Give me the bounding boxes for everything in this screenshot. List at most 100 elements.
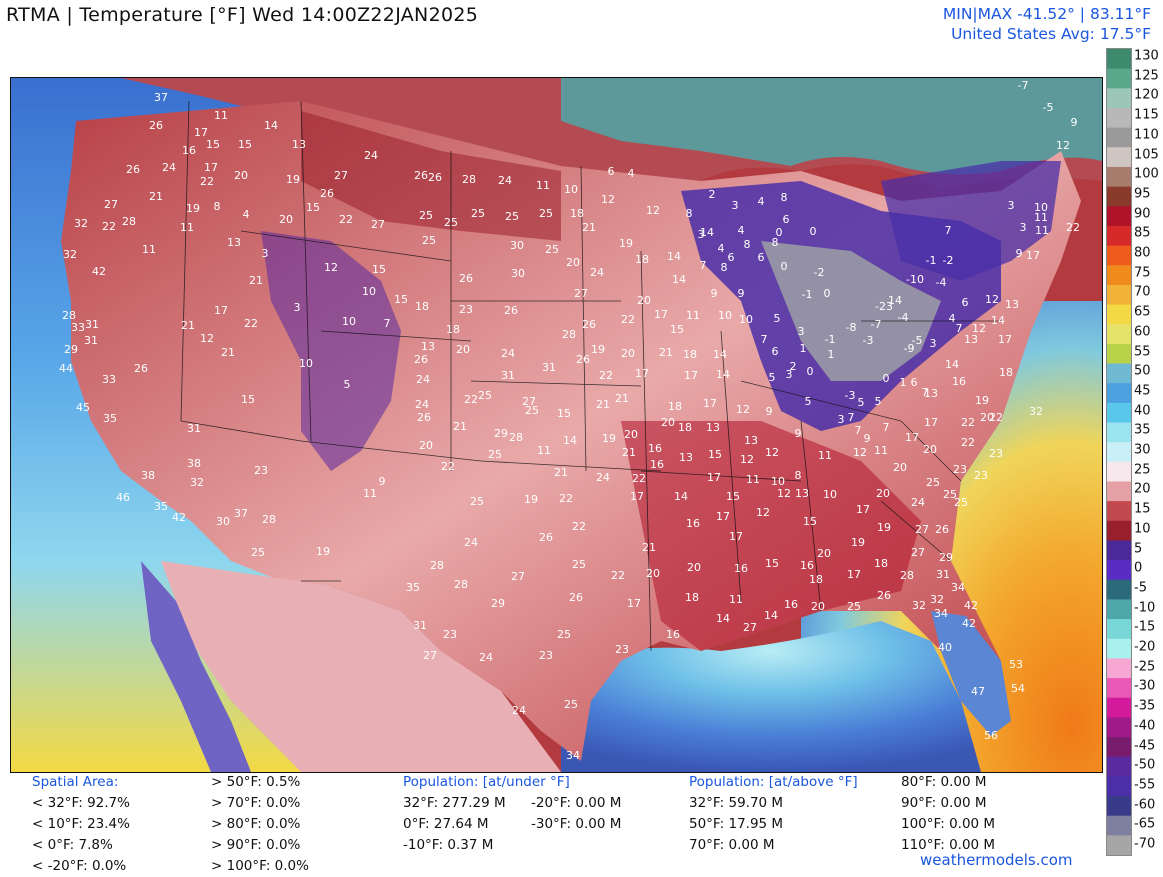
station-value: 25 <box>470 495 484 508</box>
colorbar-swatch <box>1107 147 1131 168</box>
colorbar-swatch <box>1107 481 1131 502</box>
colorbar-swatch <box>1107 579 1131 600</box>
station-value: -4 <box>898 311 909 324</box>
population-under-header: Population: [at/under °F] <box>403 774 570 790</box>
station-value: 19 <box>316 545 330 558</box>
colorbar-tick-label: 5 <box>1134 541 1143 556</box>
station-value: 38 <box>141 469 155 482</box>
station-value: 17 <box>214 304 228 317</box>
colorbar-swatch <box>1107 717 1131 738</box>
station-value: 14 <box>667 250 681 263</box>
station-value: 25 <box>505 210 519 223</box>
station-value: 27 <box>574 287 588 300</box>
station-value: 25 <box>251 546 265 559</box>
station-value: 11 <box>536 179 550 192</box>
station-value: 20 <box>646 567 660 580</box>
station-value: 21 <box>659 346 673 359</box>
station-value: 8 <box>686 207 693 220</box>
station-value: 11 <box>142 243 156 256</box>
station-value: 32 <box>930 593 944 606</box>
spatial-left-4: < -20°F: 0.0% <box>32 858 127 874</box>
colorbar-swatch <box>1107 107 1131 129</box>
station-value: 26 <box>539 531 553 544</box>
station-value: 6 <box>962 296 969 309</box>
station-value: 20 <box>876 487 890 500</box>
station-value: 15 <box>394 293 408 306</box>
station-value: 3 <box>798 325 805 338</box>
station-value: 22 <box>339 213 353 226</box>
station-value: 10 <box>1034 201 1048 214</box>
colorbar-swatch <box>1107 422 1131 443</box>
station-value: 54 <box>1011 682 1025 695</box>
station-value: 12 <box>200 332 214 345</box>
station-value: 14 <box>713 348 727 361</box>
station-value: 14 <box>716 612 730 625</box>
population-above-stats: Population: [at/above °F] 32°F: 59.70 M … <box>689 772 858 856</box>
station-value: 25 <box>847 600 861 613</box>
station-value: 21 <box>642 541 656 554</box>
northern-plains-red <box>301 111 561 241</box>
station-value: 24 <box>479 651 493 664</box>
station-value: 9 <box>711 287 718 300</box>
station-value: 23 <box>989 447 1003 460</box>
station-value: 14 <box>700 226 714 239</box>
station-value: 21 <box>596 398 610 411</box>
station-value: 28 <box>430 559 444 572</box>
station-value: 40 <box>938 641 952 654</box>
colorbar-tick-label: -10 <box>1134 600 1156 616</box>
station-value: 38 <box>187 457 201 470</box>
colorbar-swatch <box>1107 324 1131 345</box>
station-value: 17 <box>630 490 644 503</box>
station-value: 13 <box>744 434 758 447</box>
station-value: 5 <box>875 395 882 408</box>
spatial-right-1: > 50°F: 0.5% <box>211 774 301 790</box>
pop-under-b-2: -30°F: 0.00 M <box>531 816 622 832</box>
station-value: 23 <box>953 463 967 476</box>
station-value: 18 <box>415 300 429 313</box>
station-value: 7 <box>848 411 855 424</box>
station-value: 3 <box>732 199 739 212</box>
station-value: 17 <box>905 431 919 444</box>
station-value: 16 <box>650 458 664 471</box>
station-value: 23 <box>615 643 629 656</box>
station-value: 17 <box>194 126 208 139</box>
station-value: 2 <box>709 188 716 201</box>
temperature-colorbar <box>1106 48 1132 856</box>
station-value: 20 <box>893 461 907 474</box>
station-value: 29 <box>491 597 505 610</box>
station-value: 7 <box>883 421 890 434</box>
station-value: -5 <box>912 334 923 347</box>
station-value: 26 <box>320 187 334 200</box>
colorbar-tick-label: 75 <box>1134 265 1151 281</box>
colorbar-swatch <box>1107 383 1131 404</box>
colorbar-tick-label: 25 <box>1134 462 1151 478</box>
station-value: 20 <box>456 343 470 356</box>
station-value: 2 <box>790 360 797 373</box>
station-value: 16 <box>734 562 748 575</box>
station-value: 42 <box>92 265 106 278</box>
station-value: 9 <box>795 427 802 440</box>
station-value: 7 <box>855 424 862 437</box>
colorbar-tick-label: -25 <box>1134 659 1156 675</box>
station-value: 3 <box>838 413 845 426</box>
pop-above-b-2: 90°F: 0.00 M <box>901 795 987 811</box>
station-value: 31 <box>413 619 427 632</box>
station-value: 0 <box>883 372 890 385</box>
station-value: 18 <box>570 207 584 220</box>
station-value: 15 <box>765 557 779 570</box>
pop-under-a-3: -10°F: 0.37 M <box>403 837 494 853</box>
station-value: 0 <box>776 226 783 239</box>
station-value: 32 <box>63 248 77 261</box>
colorbar-swatch <box>1107 166 1131 188</box>
station-value: 25 <box>539 207 553 220</box>
station-value: 16 <box>952 375 966 388</box>
gulf-of-mexico <box>561 621 981 772</box>
station-value: 17 <box>716 510 730 523</box>
station-value: 18 <box>685 591 699 604</box>
station-value: 8 <box>214 200 221 213</box>
colorbar-tick-label: -65 <box>1134 816 1156 832</box>
station-value: 8 <box>772 236 779 249</box>
colorbar-swatch <box>1107 127 1131 148</box>
station-value: 24 <box>162 161 176 174</box>
station-value: 22 <box>464 393 478 406</box>
